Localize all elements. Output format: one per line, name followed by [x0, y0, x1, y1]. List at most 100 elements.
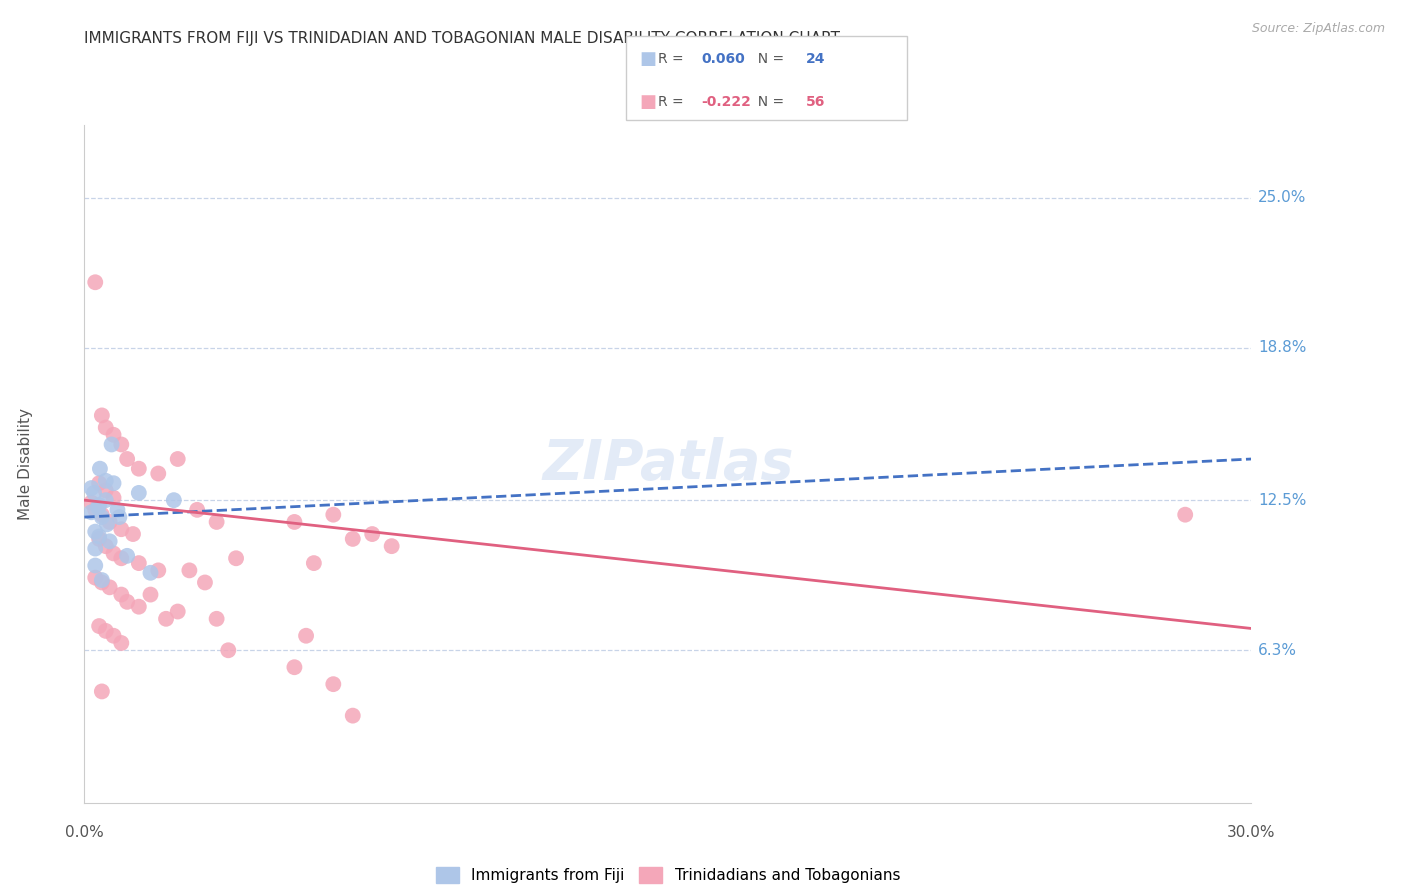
Point	[115, 595, 138, 609]
Point	[103, 629, 125, 643]
Point	[148, 467, 170, 481]
Point	[84, 524, 107, 539]
Point	[139, 566, 162, 580]
Point	[166, 452, 188, 467]
Point	[89, 498, 111, 512]
Point	[110, 522, 132, 536]
Text: 0.0%: 0.0%	[65, 825, 104, 840]
Point	[103, 546, 125, 560]
Point	[90, 508, 112, 522]
Point	[110, 437, 132, 451]
Point	[107, 503, 129, 517]
Point	[94, 539, 117, 553]
Point	[80, 505, 103, 519]
Point	[283, 660, 305, 674]
Point	[128, 599, 150, 614]
Point	[295, 629, 318, 643]
Point	[103, 476, 125, 491]
Point	[128, 556, 150, 570]
Point	[322, 508, 344, 522]
Point	[103, 427, 125, 442]
Legend: Immigrants from Fiji, Trinidadians and Tobagonians: Immigrants from Fiji, Trinidadians and T…	[436, 867, 900, 883]
Text: Source: ZipAtlas.com: Source: ZipAtlas.com	[1251, 22, 1385, 36]
Point	[89, 529, 111, 543]
Text: Male Disability: Male Disability	[18, 408, 32, 520]
Point	[90, 510, 112, 524]
Text: 30.0%: 30.0%	[1227, 825, 1275, 840]
Text: 18.8%: 18.8%	[1258, 340, 1306, 355]
Point	[139, 588, 162, 602]
Point	[83, 486, 105, 500]
Text: 56: 56	[806, 95, 825, 109]
Text: 24: 24	[806, 53, 825, 66]
Point	[84, 503, 107, 517]
Text: 25.0%: 25.0%	[1258, 190, 1306, 205]
Text: 6.3%: 6.3%	[1258, 643, 1298, 657]
Text: ■: ■	[640, 93, 657, 111]
Text: 12.5%: 12.5%	[1258, 492, 1306, 508]
Point	[110, 588, 132, 602]
Point	[361, 527, 384, 541]
Point	[87, 500, 110, 515]
Point	[283, 515, 305, 529]
Point	[115, 452, 138, 467]
Point	[108, 510, 131, 524]
Point	[80, 481, 103, 495]
Point	[128, 461, 150, 475]
Point	[84, 558, 107, 573]
Point	[103, 491, 125, 505]
Point	[163, 493, 186, 508]
Point	[96, 517, 118, 532]
Point	[100, 437, 122, 451]
Point	[94, 493, 117, 508]
Point	[302, 556, 325, 570]
Point	[381, 539, 404, 553]
Point	[166, 605, 188, 619]
Text: IMMIGRANTS FROM FIJI VS TRINIDADIAN AND TOBAGONIAN MALE DISABILITY CORRELATION C: IMMIGRANTS FROM FIJI VS TRINIDADIAN AND …	[84, 31, 841, 46]
Point	[84, 571, 107, 585]
Text: 0.060: 0.060	[702, 53, 745, 66]
Point	[205, 515, 228, 529]
Point	[94, 474, 117, 488]
Point	[110, 551, 132, 566]
Point	[225, 551, 247, 566]
Point	[179, 563, 201, 577]
Point	[89, 532, 111, 546]
Point	[98, 580, 121, 594]
Point	[342, 708, 364, 723]
Point	[89, 476, 111, 491]
Text: N =: N =	[749, 95, 789, 109]
Point	[115, 549, 138, 563]
Point	[322, 677, 344, 691]
Point	[342, 532, 364, 546]
Point	[90, 409, 112, 423]
Point	[128, 486, 150, 500]
Point	[155, 612, 177, 626]
Point	[94, 483, 117, 498]
Text: ZIPatlas: ZIPatlas	[543, 437, 793, 491]
Point	[84, 275, 107, 289]
Point	[94, 624, 117, 638]
Point	[90, 573, 112, 587]
Point	[217, 643, 239, 657]
Point	[122, 527, 145, 541]
Point	[90, 575, 112, 590]
Point	[98, 534, 121, 549]
Text: -0.222: -0.222	[702, 95, 751, 109]
Point	[1174, 508, 1197, 522]
Point	[90, 684, 112, 698]
Text: R =: R =	[658, 53, 688, 66]
Point	[186, 503, 208, 517]
Text: ■: ■	[640, 51, 657, 69]
Point	[84, 541, 107, 556]
Point	[80, 495, 103, 509]
Text: R =: R =	[658, 95, 688, 109]
Point	[194, 575, 217, 590]
Text: N =: N =	[749, 53, 789, 66]
Point	[148, 563, 170, 577]
Point	[205, 612, 228, 626]
Point	[94, 420, 117, 434]
Point	[98, 515, 121, 529]
Point	[89, 619, 111, 633]
Point	[89, 461, 111, 475]
